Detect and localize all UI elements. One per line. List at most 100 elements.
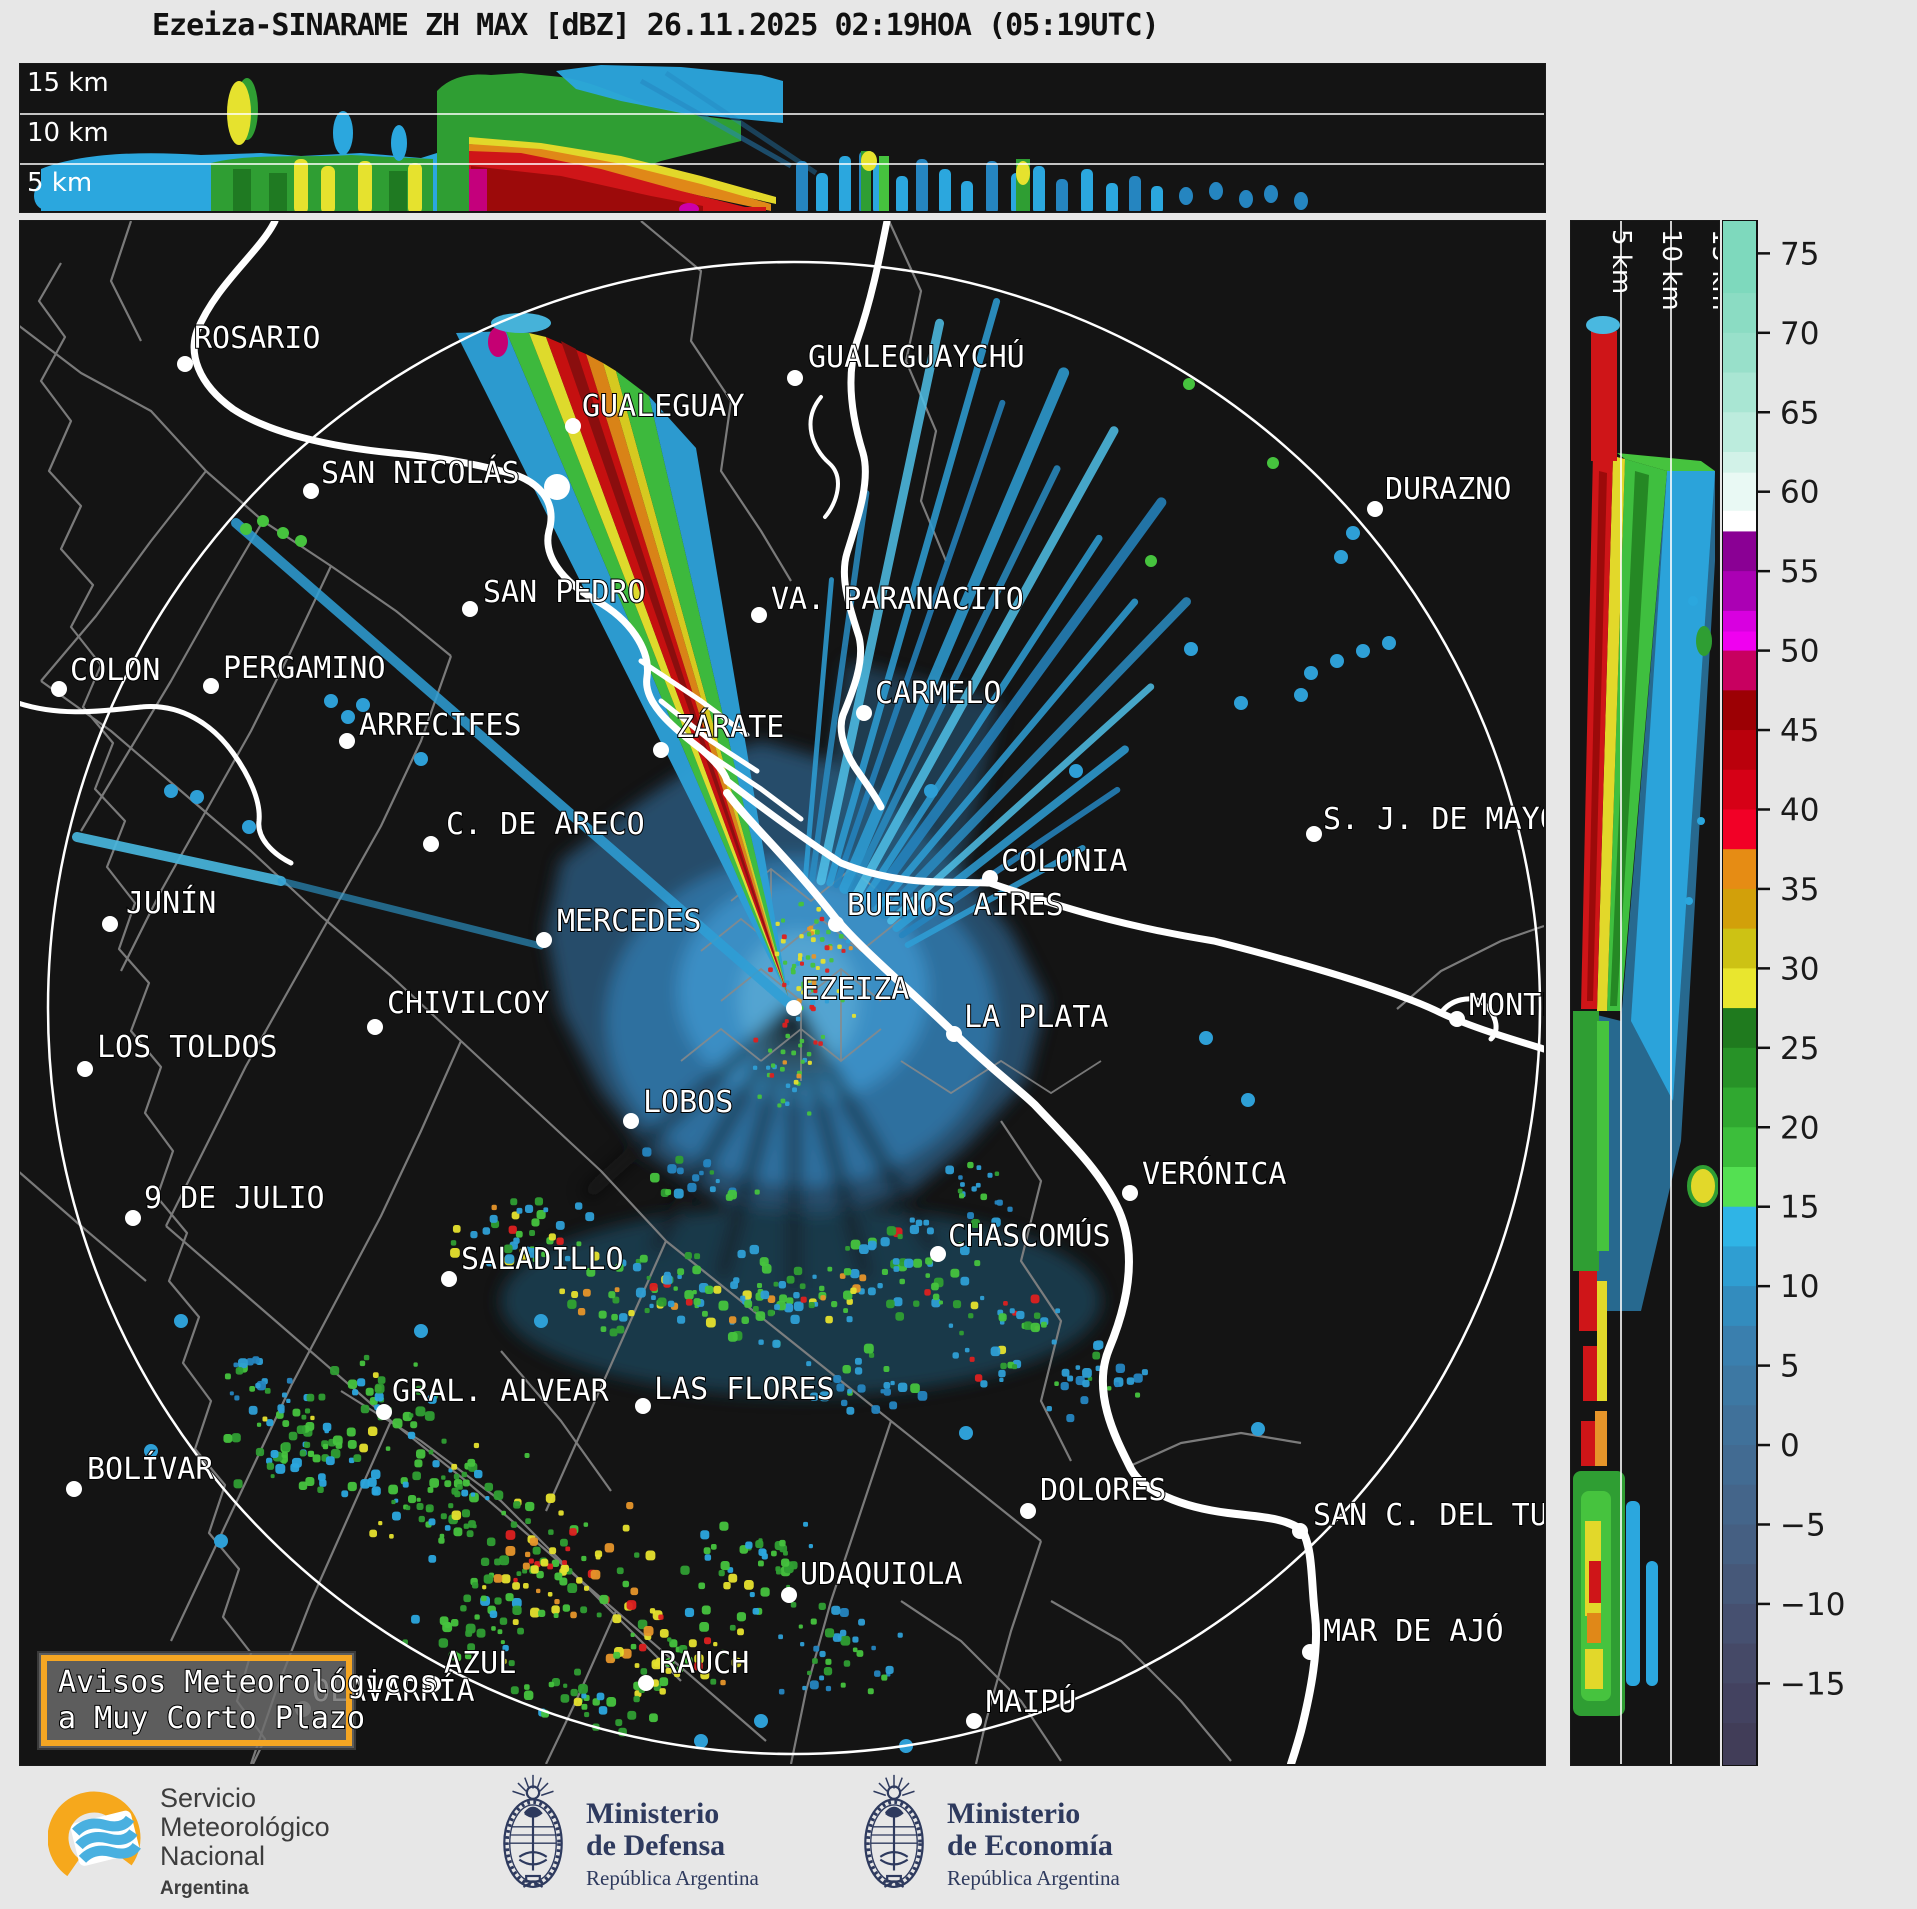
xsec-yellow-col <box>358 161 372 211</box>
speckle <box>525 1518 531 1524</box>
speckle <box>871 1405 881 1414</box>
city-label: SAN PEDRO <box>483 575 646 610</box>
speckle <box>612 1296 620 1304</box>
speckle <box>467 1458 476 1467</box>
speckle <box>850 1269 860 1279</box>
city-label: ZÁRATE <box>676 709 784 745</box>
echo-gap <box>647 1004 801 1254</box>
speckle <box>353 1454 362 1462</box>
speckle <box>632 1263 642 1272</box>
speckle <box>892 1258 900 1265</box>
speckle <box>880 1237 890 1247</box>
speckle <box>806 1051 812 1057</box>
speckle <box>744 1299 753 1308</box>
speckle <box>976 1165 982 1171</box>
colorbar-band <box>1722 1087 1757 1128</box>
speckle <box>448 1503 454 1509</box>
speckle <box>994 1200 999 1205</box>
speckle <box>701 1310 708 1317</box>
scatter-dot <box>694 1734 708 1748</box>
speckle <box>893 1297 903 1307</box>
speckle <box>676 1666 684 1673</box>
speckle <box>659 1688 666 1695</box>
streak-fleck <box>295 535 307 547</box>
colorbar-band <box>1722 849 1757 890</box>
speckle <box>584 1711 590 1718</box>
rxsec-red-top <box>1591 331 1617 461</box>
speckle <box>429 1478 440 1488</box>
speckle <box>782 982 787 988</box>
speckle <box>292 1408 301 1417</box>
speckle <box>694 1253 701 1260</box>
speckle <box>462 1479 470 1487</box>
speckle <box>845 1245 850 1251</box>
speckle <box>780 918 786 923</box>
speckle <box>613 1651 621 1659</box>
speckle <box>1046 1405 1052 1412</box>
city-dot <box>339 733 355 749</box>
defensa-line3: República Argentina <box>586 1866 759 1890</box>
city-dot <box>623 1113 639 1129</box>
speckle <box>385 1446 391 1451</box>
speckle <box>848 946 853 951</box>
xsec-blue-col <box>916 159 928 211</box>
colorbar-tick-label: 70 <box>1780 316 1819 352</box>
speckle <box>825 1658 832 1665</box>
speckle <box>768 967 773 973</box>
city-chivilcoy: CHIVILCOY <box>367 985 551 1035</box>
ne-spoke <box>879 597 1191 919</box>
speckle <box>667 1300 675 1308</box>
speckle <box>451 1463 458 1470</box>
speckle <box>681 1655 686 1660</box>
rxsec-bottom <box>1646 1561 1658 1686</box>
delta-branch <box>698 746 804 822</box>
speckle <box>524 1452 530 1458</box>
right-echoes <box>1573 316 1718 1716</box>
speckle <box>501 1658 507 1664</box>
speckle <box>760 1587 770 1597</box>
speckle <box>778 1688 785 1695</box>
speckle <box>427 1394 437 1404</box>
streak-fleck <box>277 527 289 539</box>
speckle <box>998 1369 1006 1378</box>
ne-spoke <box>861 534 1103 903</box>
city-label: UDAQUIOLA <box>800 1557 963 1592</box>
boundary-line <box>680 1027 762 1062</box>
city-ver-nica: VERÓNICA <box>1122 1154 1288 1201</box>
speckle <box>500 1640 505 1645</box>
city-label: S. J. DE MAYO <box>1323 802 1544 837</box>
speckle <box>503 1244 513 1254</box>
speckle <box>511 1598 522 1608</box>
colorbar-band <box>1722 1484 1757 1525</box>
speckle <box>859 1274 867 1282</box>
speckle <box>793 1079 799 1085</box>
xsec-dot <box>1239 190 1253 208</box>
city-dot <box>77 1061 93 1077</box>
speckle <box>318 1473 326 1481</box>
city-dot <box>930 1246 946 1262</box>
speckle <box>813 975 819 981</box>
city-layer: ROSARIO GUALEGUAYCHÚ GUALEGUAY SAN NICOLÁS D… <box>51 320 1544 1729</box>
colorbar-band <box>1722 690 1757 731</box>
speckle <box>516 1571 522 1576</box>
speckle <box>755 1311 766 1321</box>
speckle <box>782 1022 788 1028</box>
speckle <box>684 1607 695 1618</box>
speckle <box>810 1618 817 1625</box>
city-label: ARRECIFES <box>359 708 522 743</box>
ne-spoke <box>898 786 1121 939</box>
speckle <box>852 1647 858 1653</box>
speckle <box>438 1537 445 1544</box>
speckle <box>793 1266 803 1276</box>
city-mar-de-aj-: MAR DE AJÓ <box>1302 1611 1505 1660</box>
city-label: AZUL <box>444 1646 516 1681</box>
speckle <box>499 1555 510 1566</box>
xsec-dot <box>1179 187 1193 205</box>
economia-line1: Ministerio <box>947 1797 1081 1830</box>
speckle <box>807 1111 812 1116</box>
speckle <box>416 1502 424 1511</box>
speckle <box>560 1538 568 1547</box>
w-streak-bright <box>72 832 286 886</box>
speckle <box>710 1543 717 1550</box>
colorbar-band <box>1722 412 1757 453</box>
